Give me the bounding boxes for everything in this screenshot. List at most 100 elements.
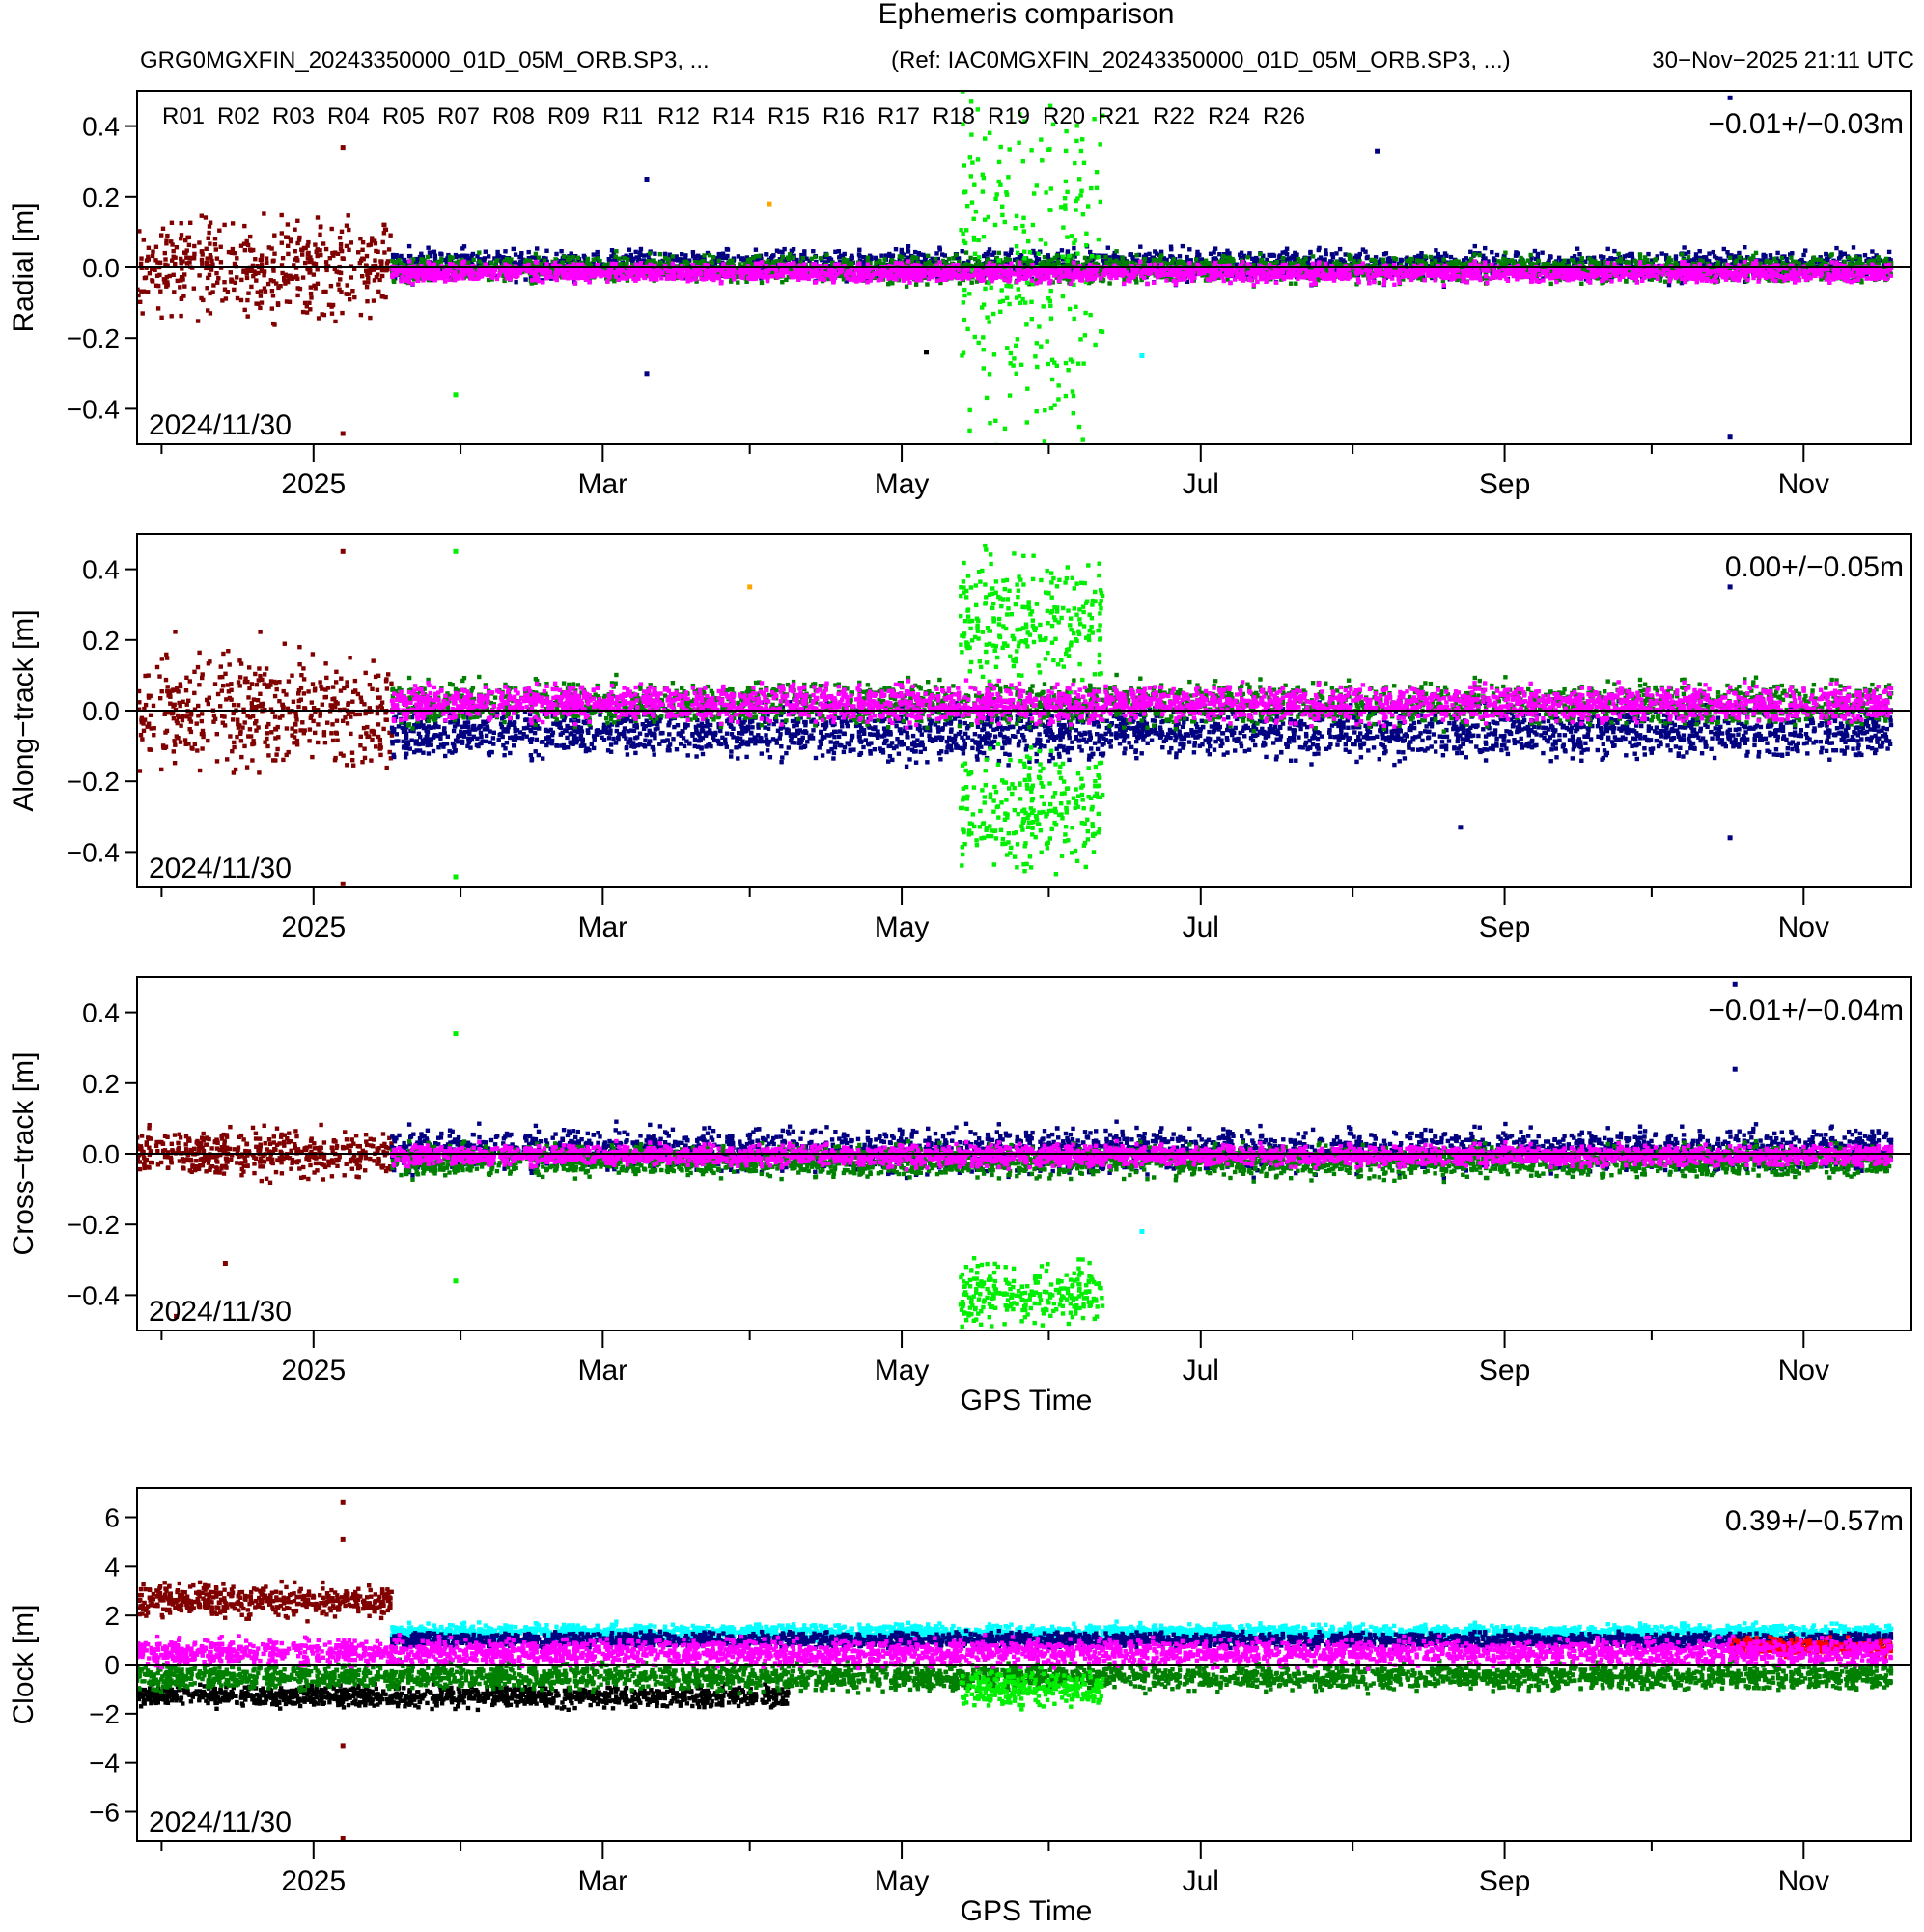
data-point: [1130, 255, 1135, 260]
data-point: [628, 252, 633, 258]
data-point: [1423, 261, 1429, 266]
data-point: [575, 255, 580, 260]
data-point: [369, 267, 374, 273]
data-point: [259, 289, 264, 294]
data-point: [1230, 256, 1235, 262]
data-point: [1575, 257, 1580, 262]
data-point: [1722, 262, 1728, 266]
data-point: [1368, 272, 1373, 277]
data-point: [1018, 254, 1022, 259]
data-point: [905, 255, 909, 260]
data-point: [791, 247, 796, 252]
data-point: [764, 261, 768, 266]
data-point: [1161, 256, 1166, 261]
data-point: [252, 269, 257, 274]
data-point: [1524, 269, 1529, 274]
data-point: [262, 273, 266, 278]
data-point: [1310, 254, 1316, 259]
data-point: [1494, 252, 1500, 258]
data-point: [167, 273, 172, 279]
data-point: [309, 295, 314, 300]
data-point: [1318, 255, 1324, 260]
data-point: [1854, 255, 1858, 260]
data-point: [969, 263, 974, 268]
data-point: [1255, 257, 1260, 262]
data-point: [1024, 258, 1029, 263]
data-point: [379, 294, 384, 299]
data-point: [614, 259, 619, 264]
data-point: [232, 287, 237, 293]
data-point: [239, 277, 244, 283]
data-point: [1496, 259, 1501, 264]
data-point: [220, 298, 225, 303]
data-point: [569, 261, 573, 266]
data-point: [1114, 249, 1119, 254]
data-point: [286, 279, 291, 285]
data-point: [255, 264, 260, 268]
data-point: [345, 283, 349, 288]
data-point: [296, 238, 302, 242]
data-point: [319, 252, 323, 258]
data-point: [259, 300, 265, 305]
data-point: [1751, 253, 1756, 259]
data-point: [935, 256, 940, 262]
data-point: [347, 247, 351, 252]
data-point: [372, 278, 377, 283]
data-point: [1557, 277, 1563, 283]
series-r26-points: [137, 211, 393, 327]
data-point: [1091, 256, 1096, 261]
data-point: [692, 254, 697, 259]
data-point: [313, 262, 319, 266]
data-point: [260, 262, 265, 266]
data-point: [146, 290, 151, 294]
data-point: [297, 286, 303, 292]
data-point: [1334, 251, 1339, 256]
data-point: [774, 248, 780, 253]
data-point: [627, 247, 632, 252]
data-point: [711, 255, 716, 260]
data-point: [264, 256, 269, 261]
data-point: [1784, 263, 1789, 267]
data-point: [242, 223, 247, 229]
data-point: [1799, 259, 1805, 265]
data-point: [141, 238, 146, 242]
data-point: [268, 278, 273, 283]
data-point: [1168, 254, 1173, 259]
data-point: [283, 281, 288, 286]
data-point: [716, 251, 721, 257]
data-point: [1085, 259, 1090, 264]
data-point: [332, 266, 337, 272]
data-point: [979, 262, 985, 267]
data-point: [784, 277, 789, 283]
data-point: [178, 285, 182, 290]
data-point: [332, 250, 338, 255]
data-point: [260, 253, 265, 258]
data-point: [358, 258, 364, 263]
data-point: [1662, 279, 1668, 284]
data-point: [1347, 263, 1352, 267]
data-point: [1697, 249, 1702, 254]
data-point: [1602, 255, 1606, 260]
data-point: [780, 280, 785, 285]
data-point: [483, 249, 488, 254]
data-point: [1481, 253, 1486, 258]
data-point: [1134, 253, 1139, 258]
data-point: [897, 257, 902, 262]
data-point: [497, 253, 502, 259]
data-point: [1379, 257, 1383, 262]
data-point: [208, 220, 213, 225]
data-point: [1750, 256, 1756, 261]
data-point: [138, 261, 144, 266]
data-point: [1286, 256, 1292, 261]
data-point: [164, 241, 169, 246]
data-point: [162, 280, 167, 285]
data-point: [439, 252, 444, 257]
data-point: [771, 253, 776, 258]
data-point: [225, 290, 231, 294]
data-point: [823, 260, 828, 265]
data-point: [1049, 257, 1055, 262]
data-point: [360, 274, 365, 279]
data-point: [1715, 260, 1721, 265]
data-point: [1603, 259, 1607, 265]
data-point: [154, 273, 160, 278]
